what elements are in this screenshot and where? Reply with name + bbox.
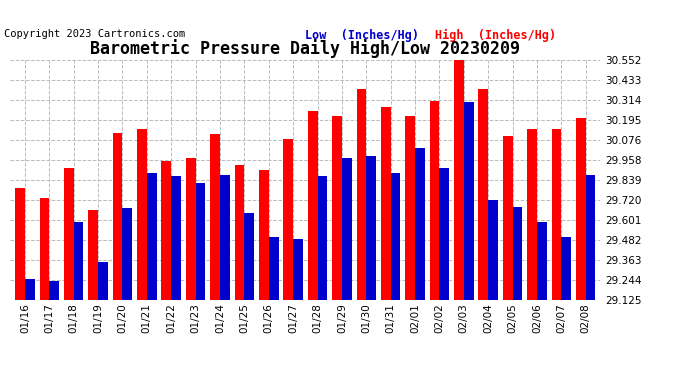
Text: High  (Inches/Hg): High (Inches/Hg): [435, 29, 556, 42]
Bar: [415, 148, 425, 300]
Bar: [503, 136, 513, 300]
Bar: [527, 129, 537, 300]
Bar: [366, 156, 376, 300]
Bar: [405, 116, 415, 300]
Bar: [586, 175, 595, 300]
Bar: [123, 209, 132, 300]
Bar: [454, 60, 464, 300]
Bar: [88, 210, 98, 300]
Bar: [147, 173, 157, 300]
Bar: [464, 102, 473, 300]
Bar: [430, 101, 440, 300]
Bar: [137, 129, 147, 300]
Bar: [259, 170, 269, 300]
Bar: [39, 198, 50, 300]
Bar: [317, 176, 327, 300]
Bar: [50, 280, 59, 300]
Text: Low  (Inches/Hg): Low (Inches/Hg): [305, 29, 420, 42]
Bar: [25, 279, 34, 300]
Bar: [196, 183, 206, 300]
Bar: [537, 222, 546, 300]
Bar: [332, 116, 342, 300]
Bar: [342, 158, 352, 300]
Bar: [171, 176, 181, 300]
Bar: [391, 173, 400, 300]
Bar: [357, 89, 366, 300]
Bar: [293, 238, 303, 300]
Bar: [478, 89, 488, 300]
Bar: [308, 111, 317, 300]
Bar: [381, 107, 391, 300]
Bar: [74, 222, 83, 300]
Bar: [235, 165, 244, 300]
Bar: [112, 133, 123, 300]
Bar: [551, 129, 561, 300]
Bar: [576, 117, 586, 300]
Bar: [513, 207, 522, 300]
Bar: [488, 200, 498, 300]
Bar: [561, 237, 571, 300]
Text: Copyright 2023 Cartronics.com: Copyright 2023 Cartronics.com: [4, 29, 186, 39]
Bar: [440, 168, 449, 300]
Bar: [269, 237, 279, 300]
Bar: [186, 158, 196, 300]
Bar: [210, 134, 220, 300]
Bar: [15, 188, 25, 300]
Bar: [161, 161, 171, 300]
Bar: [98, 262, 108, 300]
Bar: [244, 213, 254, 300]
Bar: [64, 168, 74, 300]
Bar: [284, 140, 293, 300]
Title: Barometric Pressure Daily High/Low 20230209: Barometric Pressure Daily High/Low 20230…: [90, 39, 520, 58]
Bar: [220, 175, 230, 300]
